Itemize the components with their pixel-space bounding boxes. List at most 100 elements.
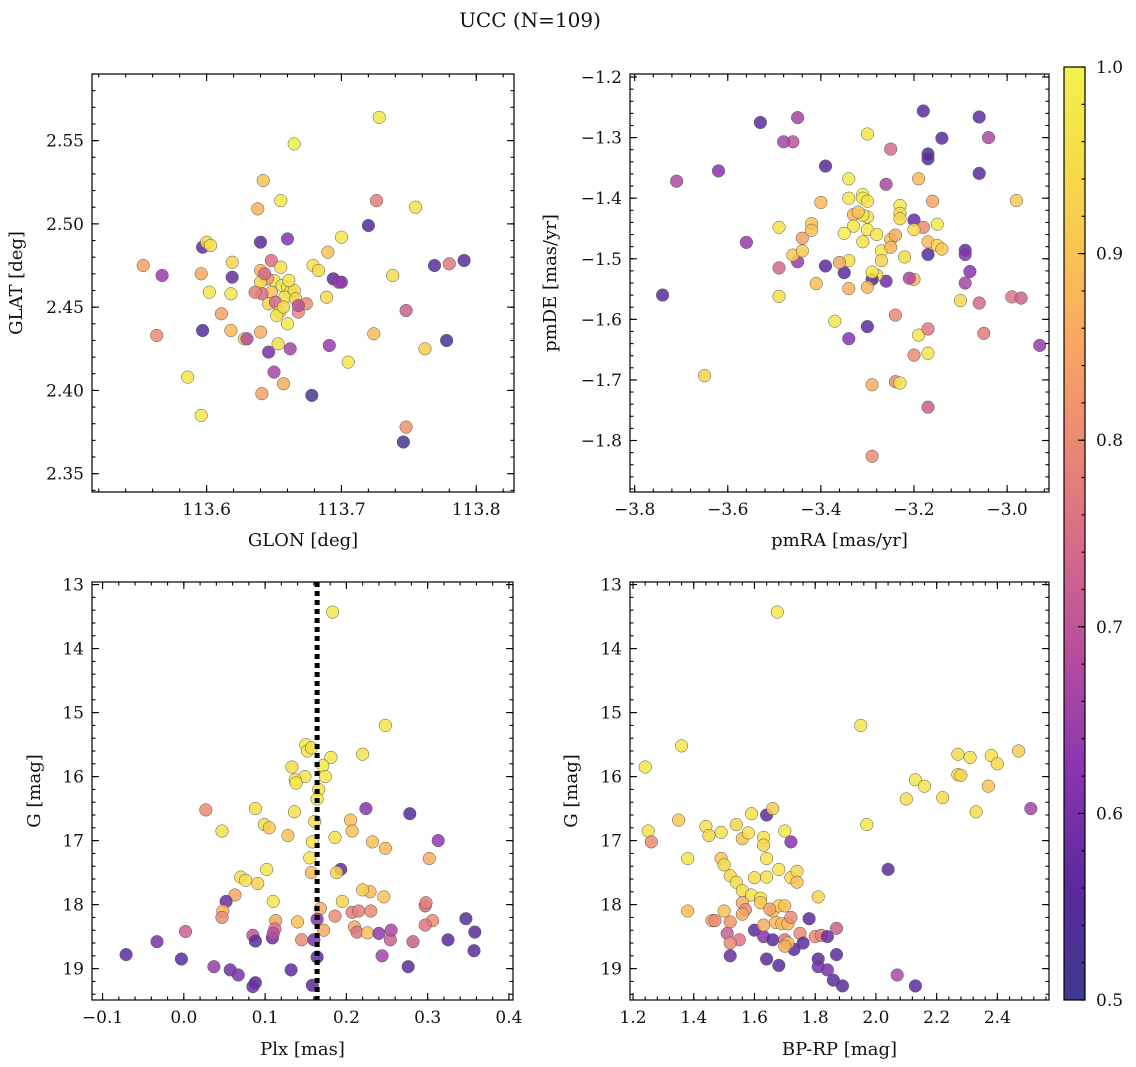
x-tick-label: 0.2 <box>333 1008 360 1028</box>
y-tick-label: −1.6 <box>581 310 622 330</box>
y-tick-label: 14 <box>600 640 622 660</box>
data-point <box>324 750 338 764</box>
data-point <box>335 894 349 908</box>
data-point <box>972 166 986 180</box>
data-point <box>818 259 833 273</box>
data-point <box>418 918 432 932</box>
colorbar-tick-label: 0.8 <box>1096 431 1123 451</box>
y-tick-label: 2.50 <box>46 215 84 235</box>
colorbar-tick-label: 0.7 <box>1096 618 1123 638</box>
data-point <box>150 935 164 949</box>
data-point <box>981 779 995 793</box>
data-point <box>778 899 792 913</box>
y-tick-label: 18 <box>600 896 622 916</box>
data-point <box>702 828 716 843</box>
data-point <box>359 802 373 816</box>
data-point <box>280 317 295 331</box>
data-point <box>860 818 874 832</box>
y-axis-label: pmDE [mas/yr] <box>540 214 561 352</box>
data-point <box>343 813 358 827</box>
x-tick-label: 1.8 <box>802 1008 829 1028</box>
data-point <box>638 760 652 774</box>
colorbar-tick-label: 1.0 <box>1096 58 1123 78</box>
data-point <box>1012 744 1026 758</box>
data-point <box>842 172 856 186</box>
data-point <box>320 290 334 304</box>
data-point <box>255 387 269 401</box>
data-point <box>150 328 164 343</box>
colorbar-tick-label: 0.5 <box>1096 991 1123 1011</box>
data-point <box>194 408 208 422</box>
data-point <box>271 337 285 351</box>
data-point <box>791 111 805 125</box>
data-point <box>723 936 737 950</box>
data-point <box>378 841 392 855</box>
y-tick-label: 19 <box>600 960 622 980</box>
data-point <box>842 191 856 205</box>
data-point <box>972 110 986 124</box>
data-point <box>641 824 655 838</box>
data-point <box>917 779 932 793</box>
data-point <box>326 605 340 619</box>
data-point <box>930 217 944 231</box>
data-point <box>926 194 940 208</box>
data-point <box>790 875 804 889</box>
data-point <box>360 926 375 940</box>
data-point <box>202 285 216 299</box>
data-point <box>266 926 280 940</box>
x-tick-label: 113.8 <box>452 500 501 520</box>
x-axis-label: pmRA [mas/yr] <box>771 530 908 551</box>
data-point <box>155 268 169 283</box>
points-4 <box>638 605 1038 993</box>
data-point <box>656 288 670 302</box>
data-point <box>276 300 291 314</box>
x-tick-label: 0.0 <box>170 1008 197 1028</box>
data-point <box>264 253 278 268</box>
data-point <box>267 365 281 379</box>
data-point <box>963 264 977 279</box>
data-point <box>280 232 295 246</box>
x-tick-label: 113.6 <box>182 500 231 520</box>
x-tick-label: 2.4 <box>984 1008 1011 1028</box>
data-point <box>256 174 270 188</box>
data-point <box>921 346 935 360</box>
y-tick-label: 13 <box>62 576 84 596</box>
points-1 <box>136 110 471 449</box>
y-axis-label: GLAT [deg] <box>6 231 27 335</box>
data-point <box>253 325 268 339</box>
x-tick-label: 1.6 <box>741 1008 768 1028</box>
data-point <box>772 958 786 972</box>
data-point <box>375 949 389 963</box>
colorbar-tick-label: 0.6 <box>1096 804 1123 824</box>
data-point <box>291 915 305 929</box>
data-point <box>266 894 280 908</box>
data-point <box>865 265 879 279</box>
data-point <box>672 813 686 827</box>
data-point <box>747 871 762 885</box>
x-tick-label: 2.0 <box>862 1008 889 1028</box>
data-point <box>246 980 260 994</box>
data-point <box>467 944 481 958</box>
data-point <box>760 870 774 884</box>
data-point <box>953 294 968 308</box>
data-point <box>372 926 386 940</box>
data-point <box>763 902 777 916</box>
data-point <box>777 135 791 149</box>
data-point <box>364 904 378 918</box>
data-point <box>778 939 792 953</box>
y-axis-label: G [mag] <box>561 754 582 827</box>
data-point <box>174 952 188 966</box>
data-point <box>744 807 758 821</box>
points-2 <box>656 104 1047 463</box>
y-axis-label: G [mag] <box>24 754 45 827</box>
data-point <box>846 219 861 233</box>
y-tick-label: 18 <box>62 896 84 916</box>
data-point <box>916 104 930 118</box>
y-tick-label: 15 <box>62 704 84 724</box>
x-tick-label: 113.7 <box>317 500 366 520</box>
data-point <box>754 896 768 910</box>
data-point <box>248 285 262 299</box>
y-tick-label: 2.45 <box>46 298 84 318</box>
data-point <box>921 322 935 336</box>
x-tick-label: 0.4 <box>495 1008 522 1028</box>
